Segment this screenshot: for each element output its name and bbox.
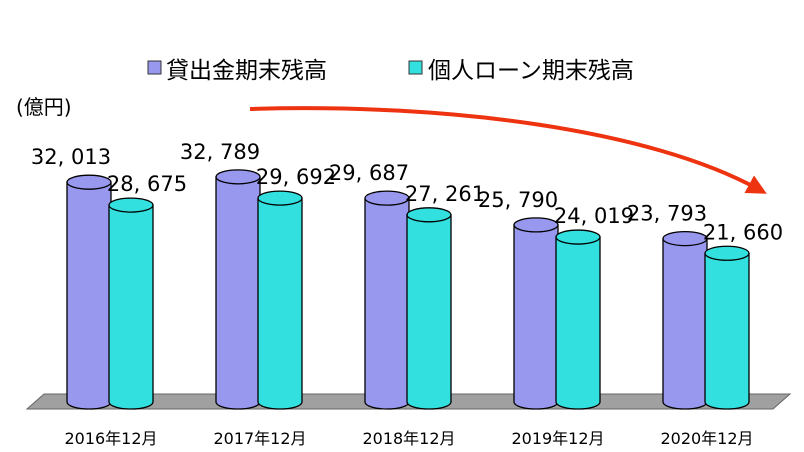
legend-swatch-personal-loans [408,60,423,75]
bar-body [257,197,303,410]
bar-body [704,252,750,410]
data-label: 25, 790 [478,188,558,212]
bar-loans-3: 25, 790 [478,188,559,410]
bar-top [108,197,154,213]
legend-label-loans: 貸出金期末残高 [166,58,327,84]
bar-body [662,237,708,410]
bar-top [704,245,750,261]
data-label: 28, 675 [107,172,187,196]
bar-body [364,197,410,410]
legend-label-personal-loans: 個人ローン期末残高 [428,58,634,84]
bar-top [662,230,708,247]
bar-personal-loans-2: 27, 261 [405,182,485,410]
x-tick-label: 2019年12月 [511,429,604,448]
data-label: 29, 687 [329,161,409,185]
bar-top [215,169,261,185]
x-tick-label: 2016年12月 [64,429,157,448]
x-tick-label: 2018年12月 [362,429,455,448]
bar-personal-loans-4: 21, 660 [703,220,783,410]
bar-loans-4: 23, 793 [627,202,708,410]
data-label: 21, 660 [703,220,783,244]
bar-body [555,236,601,410]
bar-top [513,217,559,233]
bar-body [406,214,452,410]
bar-personal-loans-1: 29, 692 [256,165,336,410]
data-label: 32, 013 [31,145,111,169]
bar-loans-0: 32, 013 [31,145,112,410]
bar-top [555,229,601,245]
x-axis-labels: 2016年12月 2017年12月 2018年12月 2019年12月 2020年12月 [64,429,753,448]
x-tick-label: 2020年12月 [660,429,753,448]
x-tick-label: 2017年12月 [213,429,306,448]
trend-arrow [249,106,767,194]
bar-loans-1: 32, 789 [180,140,261,410]
legend-swatch-loans [147,60,162,75]
bar-personal-loans-0: 28, 675 [107,172,187,410]
bar-top [66,174,112,190]
bar-personal-loans-3: 24, 019 [554,204,634,410]
data-label: 32, 789 [180,140,260,164]
data-label: 23, 793 [627,202,707,226]
data-label: 24, 019 [554,204,634,228]
bar-body [66,181,112,410]
bar-body [215,176,261,410]
bar-top [257,190,303,206]
bar-top [406,207,452,223]
bar-body [108,204,154,410]
data-label: 29, 692 [256,165,336,189]
legend: 貸出金期末残高 個人ローン期末残高 [147,58,634,84]
data-label: 27, 261 [405,182,485,206]
bar-top [364,190,410,206]
bar-body [513,224,559,410]
bar-loans-2: 29, 687 [329,161,410,410]
unit-label: (億円) [16,95,72,119]
